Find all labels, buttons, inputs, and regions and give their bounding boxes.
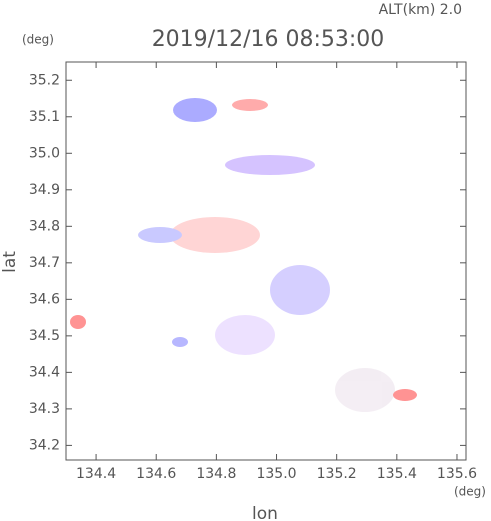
x-tick-label: 135.4 [377, 466, 417, 482]
plot-frame [65, 61, 467, 461]
echo [335, 368, 395, 412]
y-tick-label: 35.1 [29, 109, 60, 125]
y-tick-label: 35.0 [29, 145, 60, 161]
altitude: ALT(km) 2.0 [379, 2, 462, 18]
y-axis-label: lat [0, 251, 20, 273]
y-tick-label: 34.6 [29, 291, 60, 307]
echo [215, 315, 275, 355]
x-axis-label: lon [252, 504, 278, 521]
echo [270, 265, 330, 315]
echo [393, 389, 417, 401]
echo [232, 99, 268, 111]
echo [170, 217, 260, 253]
echo [138, 227, 182, 243]
y-tick-label: 34.3 [29, 401, 60, 417]
x-tick-label: 134.6 [136, 466, 176, 482]
echo [225, 155, 315, 175]
x-tick-label: 135.0 [256, 466, 296, 482]
x-tick-label: 135.2 [317, 466, 357, 482]
y-tick-label: 34.7 [29, 255, 60, 271]
y-tick-label: 35.2 [29, 72, 60, 88]
chart-title: 2019/12/16 08:53:00 [152, 27, 385, 52]
echo [172, 337, 188, 347]
y-tick-label: 34.2 [29, 437, 60, 453]
y-unit: (deg) [22, 33, 54, 47]
y-tick-label: 34.5 [29, 328, 60, 344]
x-tick-label: 134.4 [76, 466, 116, 482]
echoes [70, 98, 417, 412]
y-tick-label: 34.4 [29, 364, 60, 380]
x-unit: (deg) [454, 485, 486, 499]
echo [70, 315, 86, 329]
y-tick-label: 34.9 [29, 182, 60, 198]
echo [173, 98, 217, 122]
x-tick-label: 134.8 [196, 466, 236, 482]
x-tick-label: 135.6 [437, 466, 477, 482]
y-tick-label: 34.8 [29, 218, 60, 234]
